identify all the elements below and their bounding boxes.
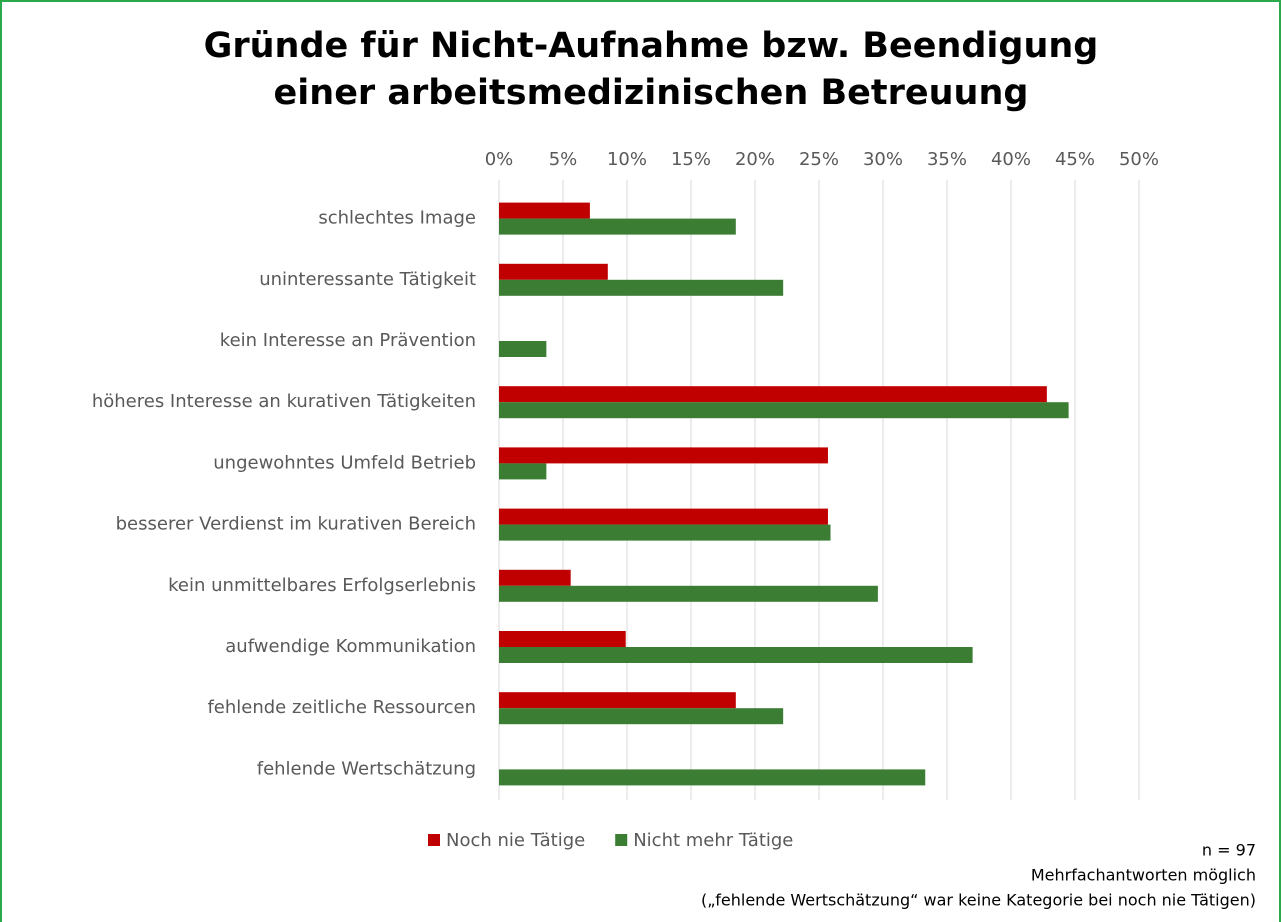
y-tick-label: fehlende Wertschätzung — [257, 758, 476, 779]
bar — [499, 386, 1047, 403]
chart-title: einer arbeitsmedizinischen Betreuung — [274, 73, 1029, 113]
bar — [499, 341, 547, 357]
bar — [499, 708, 784, 725]
bar — [499, 202, 590, 219]
bar — [499, 631, 626, 647]
chart-title: Gründe für Nicht-Aufnahme bzw. Beendigun… — [204, 26, 1099, 66]
y-tick-label: kein Interesse an Prävention — [220, 330, 476, 351]
x-tick-label: 0% — [485, 149, 514, 170]
x-tick-label: 25% — [799, 149, 839, 170]
legend-label: Nicht mehr Tätige — [633, 830, 793, 851]
y-tick-label: ungewohntes Umfeld Betrieb — [213, 452, 476, 473]
x-tick-label: 20% — [735, 149, 775, 170]
x-tick-label: 10% — [607, 149, 647, 170]
note: („fehlende Wertschätzung“ war keine Kate… — [701, 891, 1256, 910]
x-tick-label: 30% — [863, 149, 903, 170]
x-tick-label: 45% — [1055, 149, 1095, 170]
legend-swatch — [615, 834, 628, 846]
bar — [499, 402, 1069, 419]
bar — [499, 769, 926, 786]
bar — [499, 692, 736, 709]
y-tick-label: aufwendige Kommunikation — [225, 636, 476, 657]
y-tick-label: schlechtes Image — [318, 208, 476, 229]
bar — [499, 585, 878, 602]
bar — [499, 569, 571, 586]
legend-label: Noch nie Tätige — [446, 830, 585, 851]
bar — [499, 279, 784, 296]
x-tick-label: 50% — [1119, 149, 1159, 170]
x-tick-label: 40% — [991, 149, 1031, 170]
x-tick-label: 15% — [671, 149, 711, 170]
bar — [499, 218, 736, 235]
y-tick-label: kein unmittelbares Erfolgserlebnis — [168, 575, 476, 596]
note: Mehrfachantworten möglich — [1031, 866, 1256, 885]
bar — [499, 647, 973, 663]
bar — [499, 447, 828, 464]
bar — [499, 263, 608, 280]
y-tick-label: besserer Verdienst im kurativen Bereich — [116, 514, 476, 535]
bar — [499, 508, 828, 525]
y-tick-label: höheres Interesse an kurativen Tätigkeit… — [92, 391, 476, 412]
y-tick-label: fehlende zeitliche Ressourcen — [207, 697, 476, 718]
x-tick-label: 35% — [927, 149, 967, 170]
note: n = 97 — [1202, 841, 1256, 860]
x-tick-label: 5% — [549, 149, 578, 170]
legend-swatch — [428, 834, 440, 846]
y-tick-label: uninteressante Tätigkeit — [259, 269, 476, 290]
bar — [499, 524, 831, 541]
bar — [499, 463, 547, 480]
